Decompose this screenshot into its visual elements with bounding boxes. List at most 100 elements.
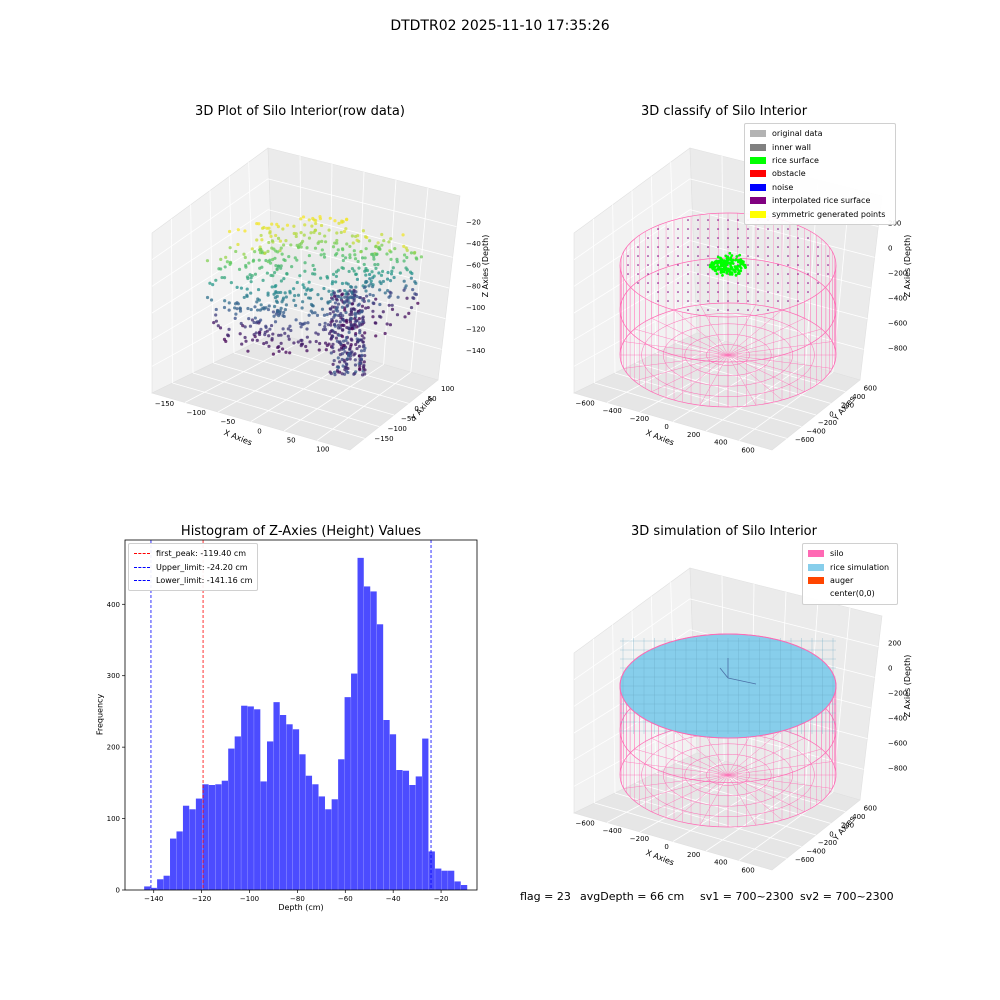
raw-data-point bbox=[374, 297, 378, 301]
raw-data-point bbox=[249, 276, 253, 280]
raw-data-point bbox=[305, 288, 309, 292]
raw-data-point bbox=[373, 263, 377, 267]
raw-data-point bbox=[363, 331, 367, 335]
interpolated-point bbox=[787, 264, 789, 266]
raw-data-point bbox=[327, 289, 331, 293]
y-tick-label: −200 bbox=[818, 839, 837, 847]
raw-data-point bbox=[258, 330, 262, 334]
raw-data-point bbox=[334, 319, 339, 323]
interpolated-point bbox=[777, 255, 779, 257]
x-tick-label: 400 bbox=[714, 859, 727, 867]
raw-data-point bbox=[336, 248, 340, 252]
raw-data-point bbox=[329, 351, 333, 355]
raw-data-point bbox=[409, 251, 414, 255]
silo-sim-spoke bbox=[623, 774, 729, 789]
y-tick-label: 400 bbox=[107, 601, 120, 609]
silo-sim-spoke bbox=[673, 774, 729, 821]
interpolated-point bbox=[657, 291, 659, 293]
raw-data-point bbox=[267, 344, 271, 348]
raw-data-point bbox=[387, 240, 391, 244]
raw-data-point bbox=[353, 253, 357, 257]
z-tick-label: −20 bbox=[466, 218, 481, 226]
raw-data-point bbox=[327, 228, 331, 232]
interpolated-point bbox=[707, 309, 709, 311]
raw-data-point bbox=[288, 324, 292, 328]
x-tick-label: −400 bbox=[603, 407, 622, 415]
grid-line bbox=[151, 270, 269, 341]
raw-data-point bbox=[300, 342, 305, 346]
raw-data-point bbox=[356, 234, 360, 238]
raw-data-point bbox=[388, 323, 393, 327]
interpolated-point bbox=[667, 237, 669, 239]
raw-data-point bbox=[363, 235, 368, 239]
interpolated-point bbox=[677, 237, 679, 239]
interpolated-point bbox=[687, 282, 689, 284]
raw-data-point bbox=[283, 331, 287, 335]
interpolated-point bbox=[827, 264, 829, 266]
histogram-bar bbox=[312, 784, 319, 890]
histogram-bar bbox=[351, 673, 358, 890]
raw-data-point bbox=[307, 218, 311, 222]
silo-wall-spoke bbox=[727, 354, 757, 406]
raw-data-point bbox=[359, 361, 363, 365]
raw-data-point bbox=[328, 299, 332, 304]
rice-surface-point bbox=[714, 268, 718, 272]
silo-sim-spoke bbox=[699, 774, 729, 826]
raw-data-point bbox=[303, 269, 307, 273]
histogram-bar bbox=[273, 702, 280, 890]
center-axis-y bbox=[719, 667, 729, 679]
center-axis-x bbox=[727, 677, 757, 685]
interpolated-point bbox=[717, 291, 719, 293]
rice-surface-point bbox=[719, 263, 723, 267]
raw-data-point bbox=[238, 309, 243, 313]
raw-data-point bbox=[260, 251, 264, 255]
raw-data-point bbox=[338, 289, 342, 293]
raw-data-point bbox=[249, 291, 253, 295]
raw-data-point bbox=[390, 269, 394, 273]
histogram-bar bbox=[422, 738, 429, 890]
interpolated-point bbox=[817, 273, 819, 275]
rice-surface-point bbox=[728, 273, 732, 276]
raw-data-point bbox=[238, 332, 242, 336]
raw-data-point bbox=[319, 253, 323, 257]
raw-data-point bbox=[222, 305, 227, 310]
histogram-ylabel: Frequency bbox=[95, 693, 105, 736]
raw-data-point bbox=[272, 314, 276, 318]
z-tick-label: −140 bbox=[466, 347, 485, 355]
interpolated-point bbox=[667, 255, 669, 257]
raw-data-point bbox=[308, 288, 313, 293]
raw-data-point bbox=[383, 331, 387, 336]
x-axis-label: X Axies bbox=[645, 428, 676, 447]
interpolated-point bbox=[657, 282, 659, 284]
raw-data-point bbox=[255, 308, 260, 312]
raw-data-point bbox=[352, 372, 356, 376]
raw-data-point bbox=[350, 338, 354, 342]
raw-data-point bbox=[339, 311, 343, 316]
raw-data-point bbox=[354, 342, 358, 347]
raw-data-point bbox=[234, 249, 238, 254]
silo-wall-spoke bbox=[727, 354, 833, 369]
raw-data-point bbox=[337, 348, 341, 352]
raw-data-point bbox=[387, 295, 391, 299]
raw-data-point bbox=[407, 311, 411, 315]
raw-data-point bbox=[346, 303, 350, 307]
raw-data-point bbox=[259, 233, 263, 238]
raw-data-point bbox=[318, 341, 322, 346]
raw-data-point bbox=[228, 262, 232, 266]
raw-data-point bbox=[292, 287, 296, 291]
histogram-bar bbox=[195, 798, 203, 890]
raw-data-point bbox=[411, 288, 415, 292]
interpolated-point bbox=[777, 246, 779, 248]
interpolated-point bbox=[717, 282, 719, 284]
raw-data-point bbox=[264, 325, 268, 329]
raw-data-point bbox=[279, 246, 283, 250]
raw-data-point bbox=[254, 331, 258, 335]
footer-flag: flag = 23 bbox=[520, 890, 571, 903]
raw-data-point bbox=[364, 273, 368, 277]
raw-data-point bbox=[253, 335, 257, 339]
interpolated-point bbox=[707, 237, 709, 239]
raw-data-point bbox=[305, 246, 309, 250]
legend-item-original-data: original data bbox=[750, 127, 890, 140]
raw-data-point bbox=[378, 302, 382, 307]
histogram-bar bbox=[402, 770, 410, 890]
